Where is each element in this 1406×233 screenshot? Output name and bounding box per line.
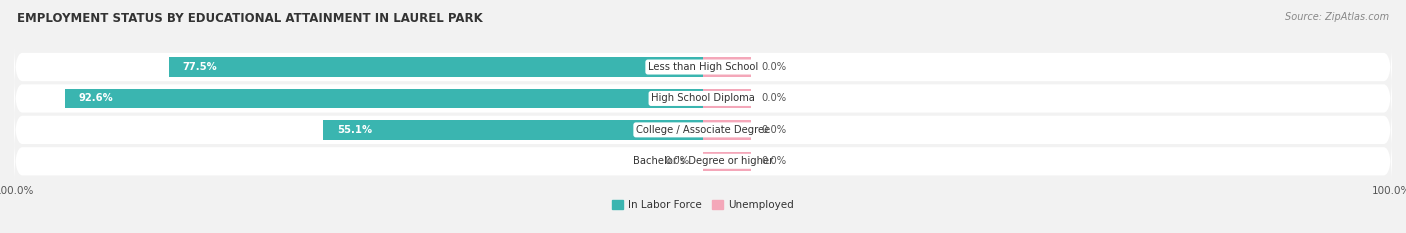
- Text: Less than High School: Less than High School: [648, 62, 758, 72]
- Bar: [323, 120, 703, 140]
- FancyBboxPatch shape: [14, 75, 1392, 122]
- FancyBboxPatch shape: [14, 106, 1392, 154]
- Text: EMPLOYMENT STATUS BY EDUCATIONAL ATTAINMENT IN LAUREL PARK: EMPLOYMENT STATUS BY EDUCATIONAL ATTAINM…: [17, 12, 482, 25]
- FancyBboxPatch shape: [14, 44, 1392, 91]
- Text: College / Associate Degree: College / Associate Degree: [636, 125, 770, 135]
- Text: 0.0%: 0.0%: [762, 156, 787, 166]
- Bar: [703, 57, 751, 77]
- Text: 55.1%: 55.1%: [337, 125, 373, 135]
- Bar: [703, 89, 751, 108]
- Text: 92.6%: 92.6%: [79, 93, 114, 103]
- Text: 0.0%: 0.0%: [664, 156, 689, 166]
- Text: 0.0%: 0.0%: [762, 93, 787, 103]
- Text: 0.0%: 0.0%: [762, 62, 787, 72]
- Legend: In Labor Force, Unemployed: In Labor Force, Unemployed: [609, 196, 797, 214]
- Bar: [703, 120, 751, 140]
- Text: Bachelor's Degree or higher: Bachelor's Degree or higher: [633, 156, 773, 166]
- Text: 77.5%: 77.5%: [183, 62, 218, 72]
- Bar: [65, 89, 703, 108]
- Text: High School Diploma: High School Diploma: [651, 93, 755, 103]
- Bar: [169, 57, 703, 77]
- Text: Source: ZipAtlas.com: Source: ZipAtlas.com: [1285, 12, 1389, 22]
- Bar: [703, 152, 751, 171]
- FancyBboxPatch shape: [14, 138, 1392, 185]
- Text: 0.0%: 0.0%: [762, 125, 787, 135]
